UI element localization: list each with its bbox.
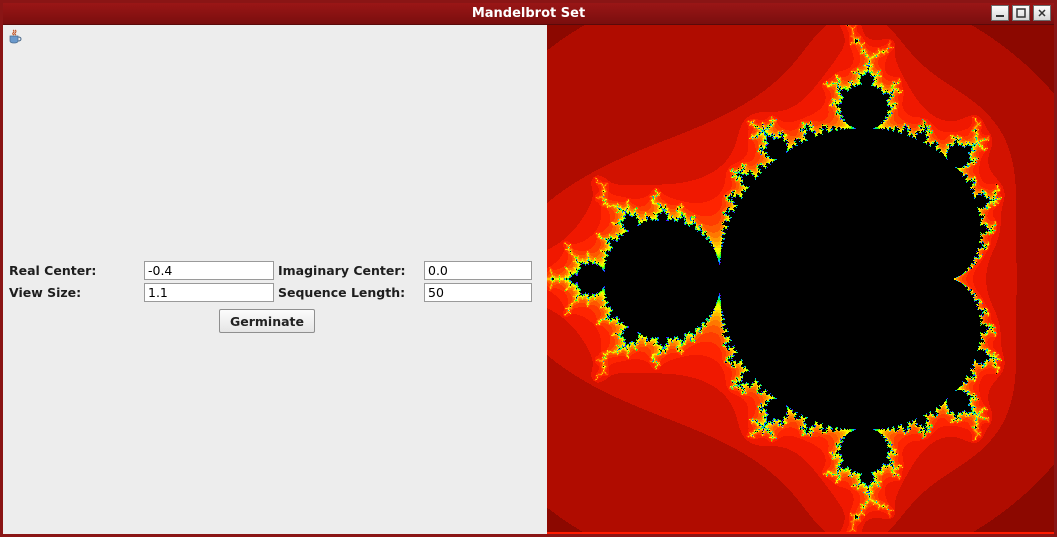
- real-center-input[interactable]: [144, 261, 274, 280]
- render-panel: [547, 25, 1054, 534]
- window-title: Mandelbrot Set: [3, 6, 1054, 21]
- window-controls: [991, 5, 1051, 21]
- java-cup-icon: [7, 29, 23, 45]
- controls-panel: Real Center: Imaginary Center: View Size…: [3, 25, 547, 534]
- germinate-button[interactable]: Germinate: [219, 309, 315, 333]
- form-row: Real Center: Imaginary Center:: [9, 259, 539, 281]
- client-area: Real Center: Imaginary Center: View Size…: [3, 25, 1054, 534]
- view-size-label: View Size:: [9, 285, 144, 300]
- button-row: Germinate: [9, 309, 539, 333]
- sequence-length-label: Sequence Length:: [274, 285, 424, 300]
- maximize-button[interactable]: [1012, 5, 1030, 21]
- sequence-length-input[interactable]: [424, 283, 532, 302]
- minimize-icon: [995, 8, 1005, 18]
- real-center-label: Real Center:: [9, 263, 144, 278]
- window-frame: Mandelbrot Set: [0, 0, 1057, 537]
- maximize-icon: [1016, 8, 1026, 18]
- parameter-form: Real Center: Imaginary Center: View Size…: [9, 259, 539, 333]
- imaginary-center-label: Imaginary Center:: [274, 263, 424, 278]
- titlebar: Mandelbrot Set: [3, 3, 1054, 25]
- mandelbrot-canvas[interactable]: [547, 25, 1054, 532]
- close-button[interactable]: [1033, 5, 1051, 21]
- close-icon: [1037, 8, 1047, 18]
- form-row: View Size: Sequence Length:: [9, 281, 539, 303]
- minimize-button[interactable]: [991, 5, 1009, 21]
- view-size-input[interactable]: [144, 283, 274, 302]
- imaginary-center-input[interactable]: [424, 261, 532, 280]
